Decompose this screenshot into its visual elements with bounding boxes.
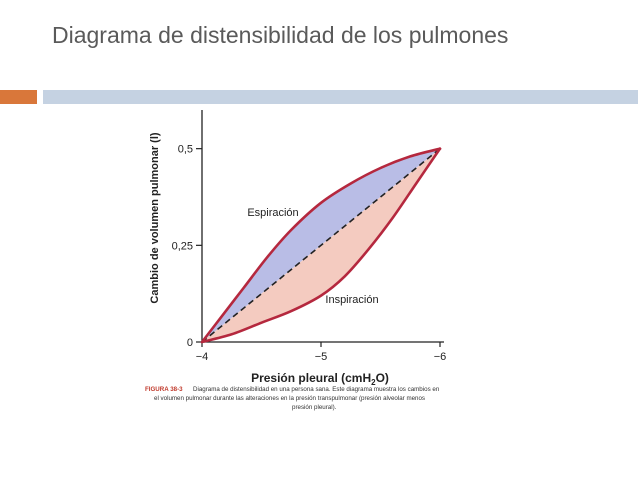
x-tick-label: −4: [196, 351, 209, 363]
reference-dashed-line: [201, 148, 441, 343]
figure-caption-line-2: el volumen pulmonar durante las alteraci…: [154, 395, 425, 402]
x-axis-label-subscript: 2: [371, 378, 376, 387]
x-axis-label-end: O): [376, 371, 389, 385]
y-tick-label: 0,5: [178, 144, 193, 156]
x-tick-label: −6: [434, 351, 447, 363]
x-axis-label: Presión pleural (cmH2O): [251, 371, 389, 387]
y-axis-label: Cambio de volumen pulmonar (l): [149, 132, 161, 303]
series-label-inspiracion: Inspiración: [325, 294, 378, 306]
accent-bar: [0, 90, 37, 104]
series-label-espiracion: Espiración: [247, 207, 298, 219]
expiration-curve: [200, 147, 442, 344]
slide-title: Diagrama de distensibilidad de los pulmo…: [52, 22, 509, 48]
title-underline-bar: [43, 90, 638, 104]
x-axis-label-main: Presión pleural (cmH: [251, 371, 371, 385]
inspiration-curve: [200, 147, 442, 344]
figure-caption-label: FIGURA 38-3: [145, 386, 183, 393]
figure-caption-line-3: presión pleural).: [292, 404, 337, 411]
x-tick-label: −5: [315, 351, 328, 363]
y-tick-label: 0,25: [172, 240, 193, 252]
y-tick-label: 0: [187, 337, 193, 349]
figure-caption-line-1: Diagrama de distensibilidad en una perso…: [193, 386, 440, 393]
